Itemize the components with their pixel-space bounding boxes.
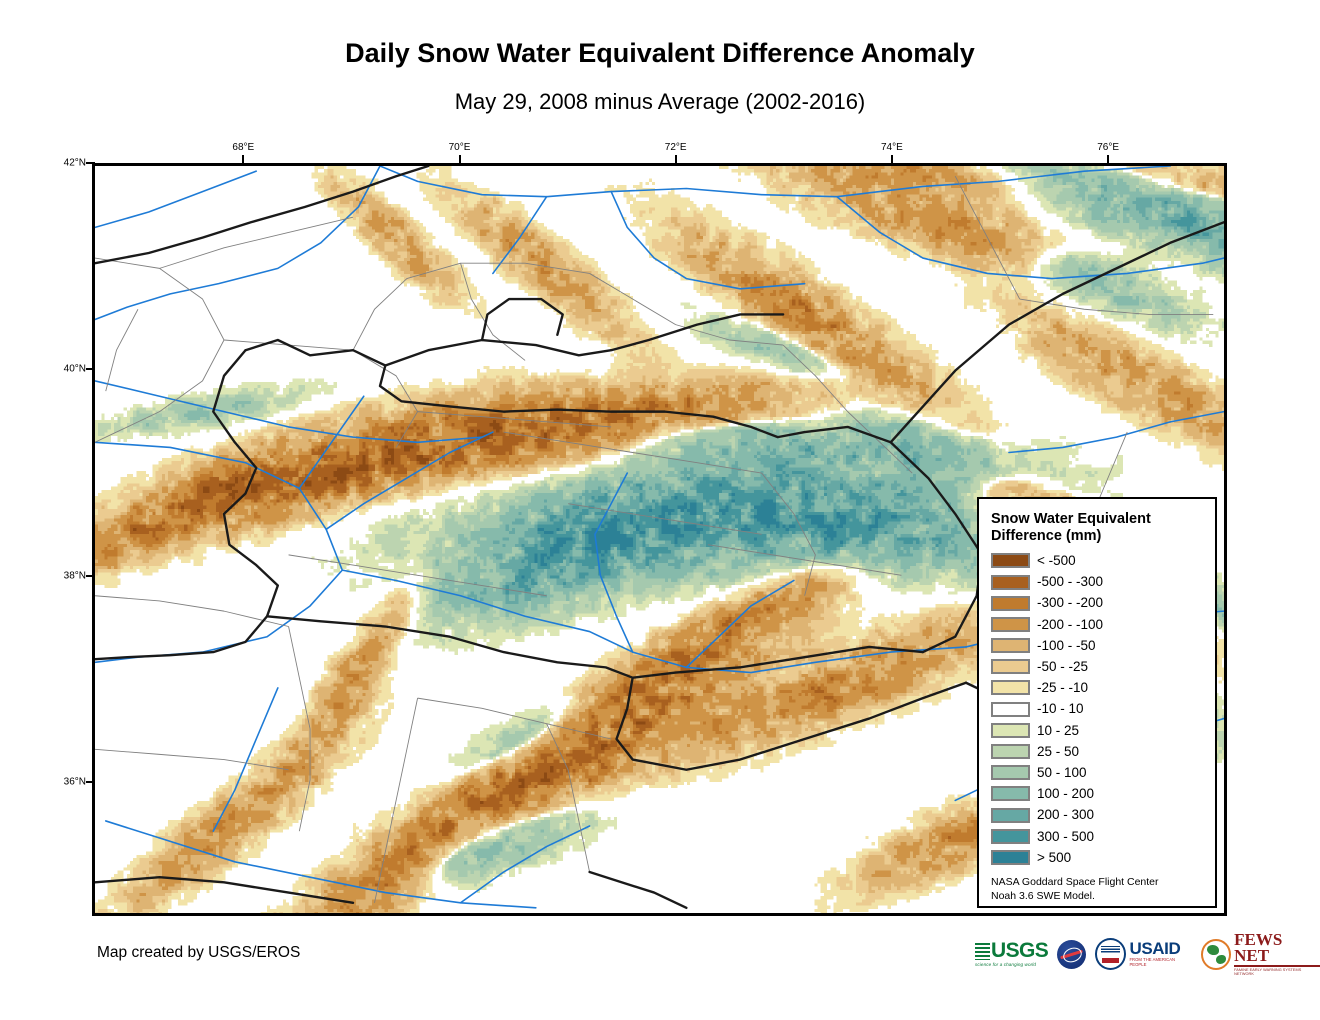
lon-tick-mark	[890, 155, 893, 164]
lon-tick-label: 76°E	[1097, 142, 1119, 153]
legend-label: -200 - -100	[1037, 616, 1104, 632]
fewsnet-logo: FEWS NET FAMINE EARLY WARNING SYSTEMS NE…	[1200, 931, 1320, 976]
legend-label: 300 - 500	[1037, 828, 1095, 844]
fewsnet-logo-text: FEWS NET	[1234, 930, 1283, 966]
legend-label: > 500	[1037, 849, 1072, 865]
legend-swatch	[991, 616, 1030, 632]
legend-swatch	[991, 786, 1030, 802]
legend-swatch	[991, 553, 1030, 569]
legend-panel: Snow Water Equivalent Difference (mm) < …	[977, 497, 1217, 908]
legend-swatch	[991, 765, 1030, 781]
legend-label: -300 - -200	[1037, 595, 1104, 611]
usgs-wave-icon	[975, 942, 990, 960]
legend-row: -25 - -10	[991, 677, 1205, 698]
lat-tick-label: 42°N	[63, 157, 86, 169]
legend-swatch	[991, 701, 1030, 717]
fewsnet-rule	[1234, 965, 1320, 967]
lat-tick-mark	[86, 368, 95, 371]
lon-tick-mark	[674, 155, 677, 164]
fewsnet-globe-icon	[1200, 938, 1232, 970]
legend-label: 10 - 25	[1037, 722, 1080, 738]
legend-swatch	[991, 828, 1030, 844]
legend-row: 50 - 100	[991, 762, 1205, 783]
usgs-logo-text: USGS	[991, 939, 1049, 963]
lon-tick-mark	[458, 155, 461, 164]
logo-bar: USGS science for a changing world USAID …	[975, 931, 1320, 976]
legend-swatch	[991, 659, 1030, 675]
legend-label: -500 - -300	[1037, 574, 1104, 590]
legend-swatch	[991, 595, 1030, 611]
page-title: Daily Snow Water Equivalent Difference A…	[345, 38, 975, 68]
lat-tick-mark	[86, 780, 95, 783]
lon-tick-mark	[242, 155, 245, 164]
nasa-meatball-icon	[1057, 939, 1087, 969]
legend-row: -200 - -100	[991, 614, 1205, 635]
lat-tick-label: 38°N	[63, 570, 86, 582]
usaid-logo: USAID FROM THE AMERICAN PEOPLE	[1095, 937, 1192, 971]
map-credit: Map created by USGS/EROS	[97, 944, 301, 961]
lat-tick-label: 36°N	[63, 776, 86, 788]
legend-label: -50 - -25	[1037, 659, 1089, 674]
legend-swatch	[991, 744, 1030, 759]
page-subtitle: May 29, 2008 minus Average (2002-2016)	[454, 89, 866, 114]
legend-label: < -500	[1037, 553, 1076, 569]
legend-label: 100 - 200	[1037, 786, 1095, 802]
legend-swatch	[991, 574, 1030, 590]
legend-row: -300 - -200	[991, 593, 1205, 614]
legend-row: -10 - 10	[991, 699, 1205, 720]
legend-row: 25 - 50	[991, 741, 1205, 762]
lat-tick-label: 40°N	[63, 363, 86, 375]
legend-label: -25 - -10	[1037, 680, 1089, 696]
lon-tick-label: 70°E	[448, 142, 471, 153]
legend-label: 200 - 300	[1037, 807, 1095, 823]
legend-row: 100 - 200	[991, 783, 1205, 804]
usaid-logo-tagline: FROM THE AMERICAN PEOPLE	[1129, 957, 1176, 968]
legend-row: > 500	[991, 847, 1205, 868]
country-border-layer	[95, 166, 1224, 910]
legend-row: 300 - 500	[991, 826, 1205, 847]
legend-row: -500 - -300	[991, 571, 1205, 592]
legend-label: -10 - 10	[1037, 701, 1084, 717]
usgs-logo-tagline: science for a changing world	[975, 961, 1037, 967]
nasa-logo	[1057, 937, 1087, 971]
legend-class-list: < -500 -500 - -300 -300 - -200 -200 - -100 -…	[991, 550, 1205, 868]
legend-swatch	[991, 638, 1030, 654]
legend-source-note: NASA Goddard Space Flight Center Noah 3.…	[991, 876, 1159, 902]
lon-tick-label: 74°E	[880, 142, 903, 153]
lat-tick-mark	[86, 574, 95, 577]
usaid-seal-icon	[1095, 938, 1127, 970]
legend-row: -100 - -50	[991, 635, 1205, 656]
usaid-logo-text: USAID	[1129, 938, 1181, 958]
title-block: Daily Snow Water Equivalent Difference A…	[0, 0, 1320, 113]
legend-row: -50 - -25	[991, 656, 1205, 677]
legend-title: Snow Water Equivalent Difference (mm)	[991, 511, 1151, 545]
fewsnet-logo-tagline: FAMINE EARLY WARNING SYSTEMS NETWORK	[1234, 967, 1302, 976]
legend-swatch	[991, 680, 1030, 696]
admin-boundary-layer	[95, 176, 1214, 903]
legend-row: < -500	[991, 550, 1205, 571]
lon-tick-label: 72°E	[664, 142, 687, 153]
legend-swatch	[991, 722, 1030, 738]
legend-row: 200 - 300	[991, 804, 1205, 825]
usgs-logo: USGS science for a changing world	[975, 937, 1049, 971]
legend-label: 25 - 50	[1037, 743, 1080, 759]
legend-swatch	[991, 849, 1030, 865]
lat-tick-mark	[86, 162, 95, 164]
legend-swatch	[991, 807, 1030, 823]
lon-tick-label: 68°E	[232, 142, 255, 153]
legend-label: -100 - -50	[1037, 637, 1096, 653]
legend-label: 50 - 100	[1037, 764, 1087, 780]
legend-row: 10 - 25	[991, 720, 1205, 741]
lon-tick-mark	[1107, 155, 1110, 164]
